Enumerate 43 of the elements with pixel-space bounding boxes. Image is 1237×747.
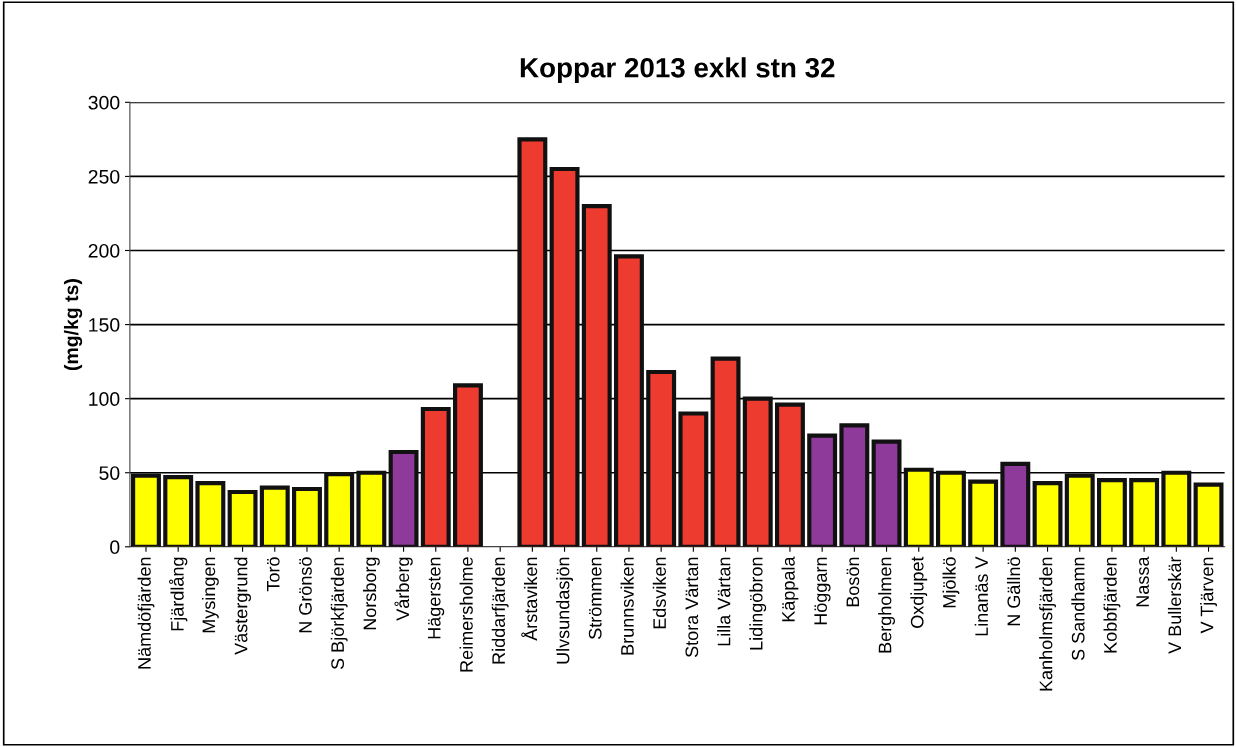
x-tick-label: Vårberg — [394, 557, 413, 621]
y-tick-label: 0 — [110, 540, 120, 555]
x-tick-label: Lilla Värtan — [717, 557, 731, 646]
x-tick-label: Stora Värtan — [685, 557, 699, 658]
y-tick-label: 200 — [88, 243, 120, 258]
x-tick-label: Lidingöbron — [749, 557, 767, 650]
x-tick-label: Mysingen — [201, 557, 219, 633]
x-tick-label: V Tjärven — [1200, 557, 1217, 634]
x-tick-label: V Bullerskär — [1167, 556, 1182, 654]
x-tick-label: Nämdöfjärden — [137, 557, 155, 669]
x-tick-label: Mjölkö — [942, 557, 960, 608]
x-tick-label: Reimersholme — [459, 557, 473, 672]
x-tick-label: Kobbfjärden — [1103, 557, 1121, 653]
x-tick-label: Riddarfjärden — [491, 557, 509, 664]
x-tick-label: Nassa — [1136, 556, 1149, 607]
chart-title: Koppar 2013 exkl stn 32 — [520, 57, 835, 84]
x-tick-label: N Gällnö — [1006, 557, 1021, 626]
x-tick-label: Årstaviken — [521, 557, 538, 641]
x-tick-label: Ulvsundasjön — [556, 557, 573, 664]
x-tick-label: Norsborg — [362, 557, 380, 630]
x-tick-label: Västergrund — [234, 557, 251, 655]
y-axis-title: (mg/kg ts) — [63, 279, 83, 371]
x-tick-label: Bergholmen — [878, 557, 895, 653]
x-tick-label: Strömmen — [588, 557, 602, 639]
x-tick-label: Oxdjupet — [910, 556, 928, 628]
x-tick-label: S Björkfjärden — [330, 557, 348, 670]
x-tick-label: Brunnsviken — [620, 557, 634, 655]
x-tick-label: Torö — [267, 557, 280, 592]
x-tick-label: Kanholmsfjärden — [1039, 557, 1056, 691]
x-tick-label: Bosön — [846, 557, 860, 607]
y-tick-label: 300 — [88, 95, 120, 110]
x-tick-label: N Grönsö — [299, 557, 312, 633]
x-tick-label: Fjärdlång — [169, 557, 188, 631]
y-tick-label: 250 — [88, 169, 120, 184]
x-tick-label: Hägersten — [428, 557, 445, 639]
x-tick-label: Linanäs V — [974, 556, 988, 636]
x-tick-label: Höggarn — [814, 557, 831, 625]
x-tick-label: Käppala — [781, 556, 799, 622]
x-tick-label: Edsviken — [652, 557, 667, 629]
y-tick-label: 100 — [89, 392, 120, 406]
x-tick-label: S Sandhamn — [1071, 557, 1085, 661]
y-tick-label: 150 — [89, 318, 120, 332]
y-tick-label: 50 — [99, 466, 120, 480]
